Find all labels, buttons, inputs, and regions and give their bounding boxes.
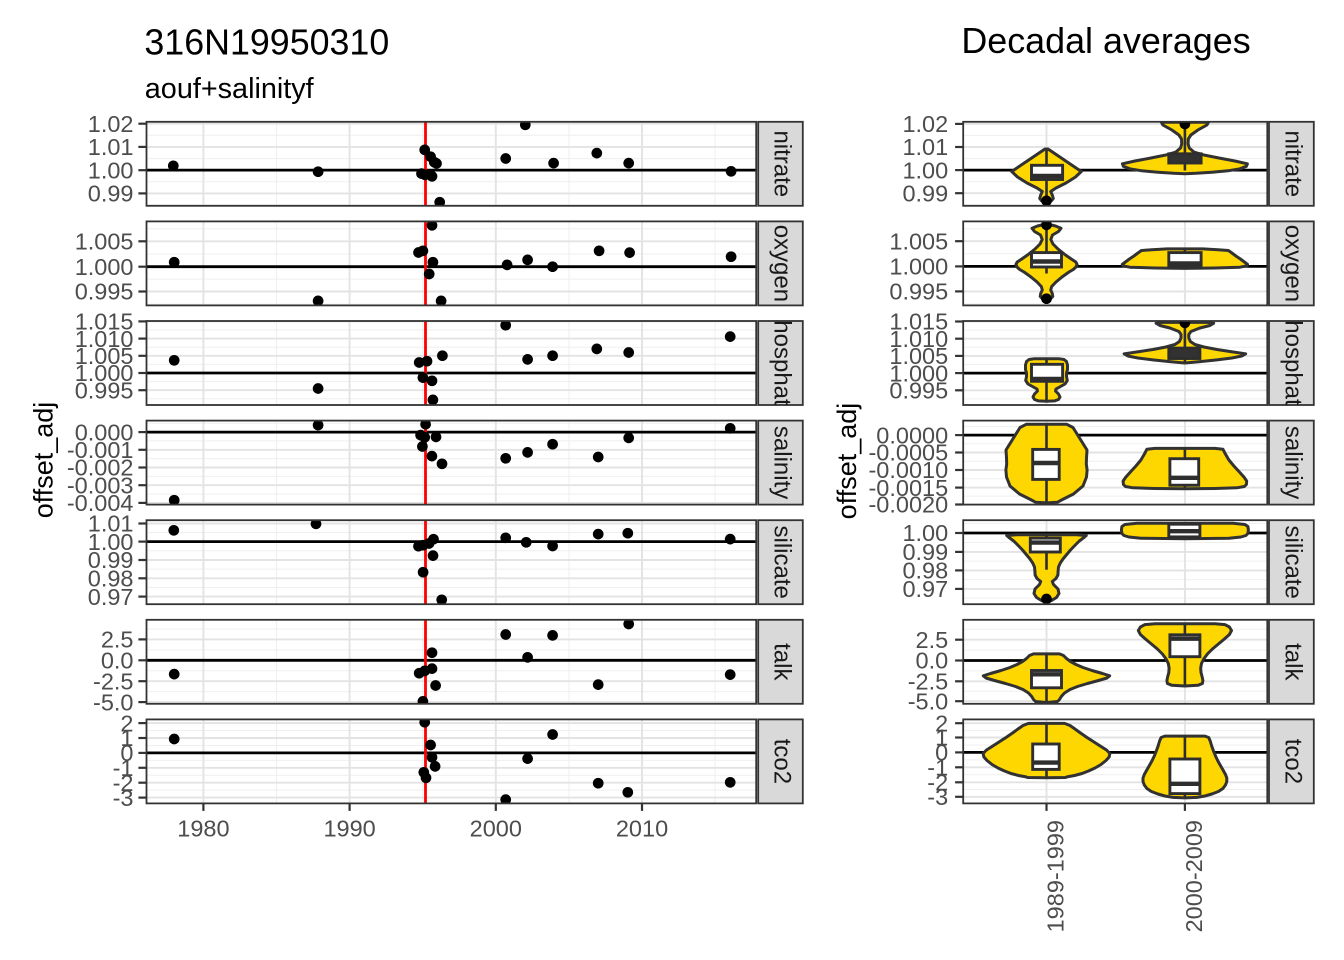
svg-text:offset_adj: offset_adj	[832, 403, 862, 520]
svg-text:2: 2	[120, 710, 133, 736]
svg-text:1.00: 1.00	[902, 157, 948, 183]
svg-text:-2.5: -2.5	[93, 668, 134, 694]
svg-text:talk: talk	[1279, 643, 1306, 681]
svg-text:phosphate: phosphate	[769, 307, 796, 419]
svg-text:0.0000: 0.0000	[876, 422, 948, 448]
svg-text:-5.0: -5.0	[93, 689, 134, 715]
svg-text:0.99: 0.99	[902, 180, 948, 206]
svg-text:1.02: 1.02	[88, 111, 134, 137]
svg-text:offset_adj: offset_adj	[29, 402, 59, 519]
svg-text:1.015: 1.015	[75, 309, 134, 335]
svg-text:1.01: 1.01	[902, 134, 948, 160]
svg-text:0.98: 0.98	[902, 558, 948, 584]
svg-text:0.995: 0.995	[75, 377, 134, 403]
svg-text:-1: -1	[927, 755, 948, 781]
svg-text:1.00: 1.00	[902, 520, 948, 546]
svg-text:1.005: 1.005	[889, 228, 948, 254]
svg-text:-2.5: -2.5	[908, 669, 949, 695]
svg-text:0.99: 0.99	[902, 539, 948, 565]
svg-text:0.0: 0.0	[101, 648, 134, 674]
svg-text:-2: -2	[927, 770, 948, 796]
svg-text:1.000: 1.000	[889, 254, 948, 280]
svg-text:1.005: 1.005	[75, 229, 134, 255]
svg-text:0.99: 0.99	[88, 547, 134, 573]
svg-text:-1: -1	[113, 755, 134, 781]
svg-text:2.5: 2.5	[101, 627, 134, 653]
svg-text:1: 1	[120, 725, 133, 751]
svg-text:-3: -3	[927, 784, 948, 810]
svg-text:2: 2	[935, 710, 948, 736]
svg-text:talk: talk	[769, 643, 796, 681]
svg-text:silicate: silicate	[1279, 526, 1306, 599]
svg-text:oxygen: oxygen	[1279, 225, 1306, 302]
svg-text:0.995: 0.995	[75, 279, 134, 305]
svg-text:-0.0015: -0.0015	[868, 475, 948, 501]
svg-text:1.000: 1.000	[75, 254, 134, 280]
svg-text:0: 0	[935, 740, 948, 766]
svg-text:-0.0020: -0.0020	[868, 492, 948, 518]
svg-text:tco2: tco2	[1279, 739, 1306, 784]
svg-text:316N19950310: 316N19950310	[144, 23, 389, 63]
svg-text:Decadal averages: Decadal averages	[961, 21, 1250, 61]
svg-text:-0.001: -0.001	[67, 437, 134, 463]
svg-text:0.000: 0.000	[75, 419, 134, 445]
svg-text:1: 1	[935, 725, 948, 751]
svg-text:oxygen: oxygen	[769, 225, 796, 302]
svg-text:1.000: 1.000	[889, 360, 948, 386]
svg-text:1.005: 1.005	[889, 343, 948, 369]
svg-text:-2: -2	[113, 770, 134, 796]
svg-text:1989-1999: 1989-1999	[1043, 820, 1069, 932]
svg-text:-0.002: -0.002	[67, 455, 134, 481]
svg-text:1.010: 1.010	[889, 326, 948, 352]
svg-text:1.01: 1.01	[88, 511, 134, 537]
svg-text:nitrate: nitrate	[769, 130, 796, 197]
svg-text:0.99: 0.99	[88, 181, 134, 207]
svg-text:-5.0: -5.0	[908, 688, 949, 714]
svg-text:1.01: 1.01	[88, 134, 134, 160]
svg-text:-0.004: -0.004	[67, 490, 134, 516]
svg-text:nitrate: nitrate	[1279, 130, 1306, 197]
svg-text:salinity: salinity	[769, 426, 796, 499]
svg-text:1.000: 1.000	[75, 360, 134, 386]
svg-text:0.97: 0.97	[902, 576, 948, 602]
svg-text:0: 0	[120, 740, 133, 766]
svg-text:0.0: 0.0	[916, 648, 949, 674]
svg-text:-0.0005: -0.0005	[868, 440, 948, 466]
svg-text:1980: 1980	[177, 815, 229, 841]
svg-text:silicate: silicate	[769, 526, 796, 599]
svg-text:phosphate: phosphate	[1279, 307, 1306, 419]
svg-text:0.98: 0.98	[88, 566, 134, 592]
svg-text:1.005: 1.005	[75, 343, 134, 369]
svg-text:2000-2009: 2000-2009	[1181, 820, 1207, 932]
svg-text:1.02: 1.02	[902, 111, 948, 137]
svg-text:2010: 2010	[616, 815, 668, 841]
svg-text:2000: 2000	[470, 815, 522, 841]
svg-text:1.015: 1.015	[889, 309, 948, 335]
svg-text:salinity: salinity	[1279, 426, 1306, 499]
svg-text:0.995: 0.995	[889, 378, 948, 404]
svg-text:2.5: 2.5	[916, 627, 949, 653]
svg-text:1990: 1990	[323, 815, 375, 841]
svg-text:-0.003: -0.003	[67, 472, 134, 498]
svg-text:-3: -3	[113, 785, 134, 811]
svg-text:-0.0010: -0.0010	[868, 457, 948, 483]
svg-text:1.00: 1.00	[88, 529, 134, 555]
svg-text:0.995: 0.995	[889, 279, 948, 305]
svg-text:tco2: tco2	[769, 739, 796, 784]
svg-text:aouf+salinityf: aouf+salinityf	[145, 73, 315, 105]
svg-text:1.00: 1.00	[88, 157, 134, 183]
svg-text:1.010: 1.010	[75, 326, 134, 352]
svg-text:0.97: 0.97	[88, 584, 134, 610]
